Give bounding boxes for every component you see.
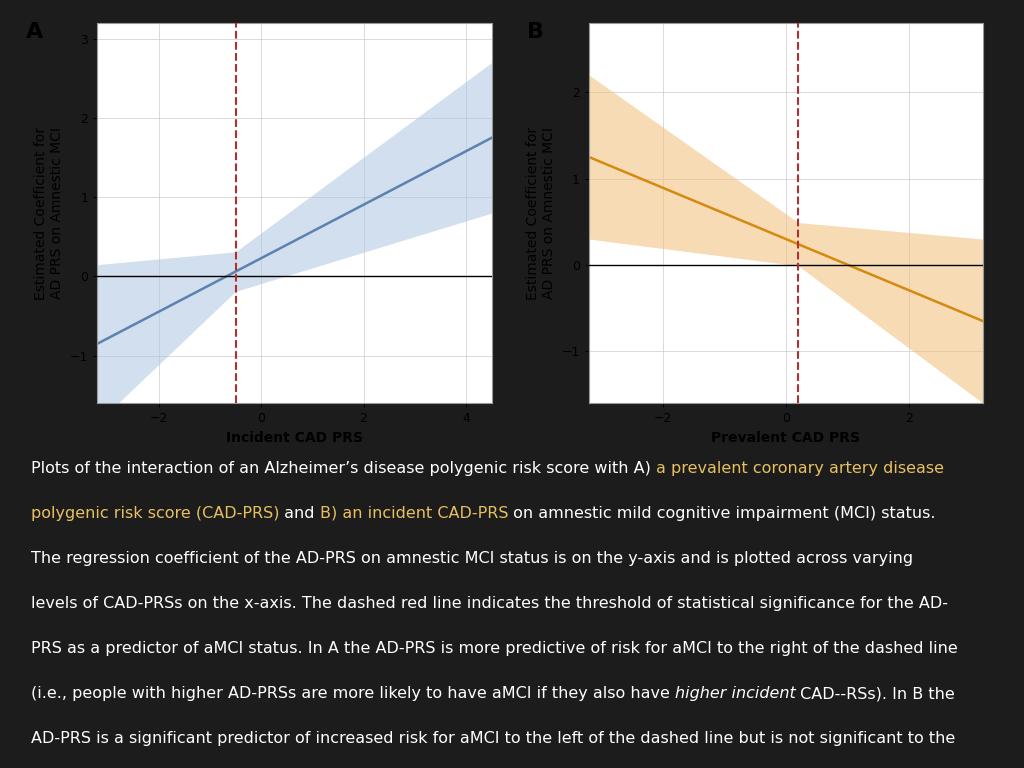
Text: B: B — [527, 22, 545, 41]
Text: CAD--RSs). In B the: CAD--RSs). In B the — [796, 686, 955, 701]
Text: B) an incident CAD-PRS: B) an incident CAD-PRS — [319, 506, 508, 521]
Text: a prevalent coronary artery disease: a prevalent coronary artery disease — [655, 461, 944, 475]
Text: AD-PRS is a significant predictor of increased risk for aMCI to the left of the : AD-PRS is a significant predictor of inc… — [31, 731, 955, 746]
X-axis label: Prevalent CAD PRS: Prevalent CAD PRS — [712, 431, 860, 445]
Y-axis label: Estimated Coefficient for
AD PRS on Amnestic MCI: Estimated Coefficient for AD PRS on Amne… — [34, 127, 65, 300]
Text: PRS as a predictor of aMCI status. In A the AD-PRS is more predictive of risk fo: PRS as a predictor of aMCI status. In A … — [31, 641, 957, 656]
Text: The regression coefficient of the AD-PRS on amnestic MCI status is on the y-axis: The regression coefficient of the AD-PRS… — [31, 551, 912, 566]
Text: and: and — [280, 506, 319, 521]
Text: polygenic risk score (CAD-PRS): polygenic risk score (CAD-PRS) — [31, 506, 280, 521]
Text: (i.e., people with higher AD-PRSs are more likely to have aMCI if they also have: (i.e., people with higher AD-PRSs are mo… — [31, 686, 675, 701]
Text: levels of CAD-PRSs on the x-axis. The dashed red line indicates the threshold of: levels of CAD-PRSs on the x-axis. The da… — [31, 596, 948, 611]
Text: higher incident: higher incident — [675, 686, 796, 701]
Y-axis label: Estimated Coefficient for
AD PRS on Amnestic MCI: Estimated Coefficient for AD PRS on Amne… — [525, 127, 556, 300]
Text: Plots of the interaction of an Alzheimer’s disease polygenic risk score with A): Plots of the interaction of an Alzheimer… — [31, 461, 655, 475]
X-axis label: Incident CAD PRS: Incident CAD PRS — [226, 431, 362, 445]
Text: A: A — [26, 22, 43, 41]
Text: on amnestic mild cognitive impairment (MCI) status.: on amnestic mild cognitive impairment (M… — [508, 506, 936, 521]
